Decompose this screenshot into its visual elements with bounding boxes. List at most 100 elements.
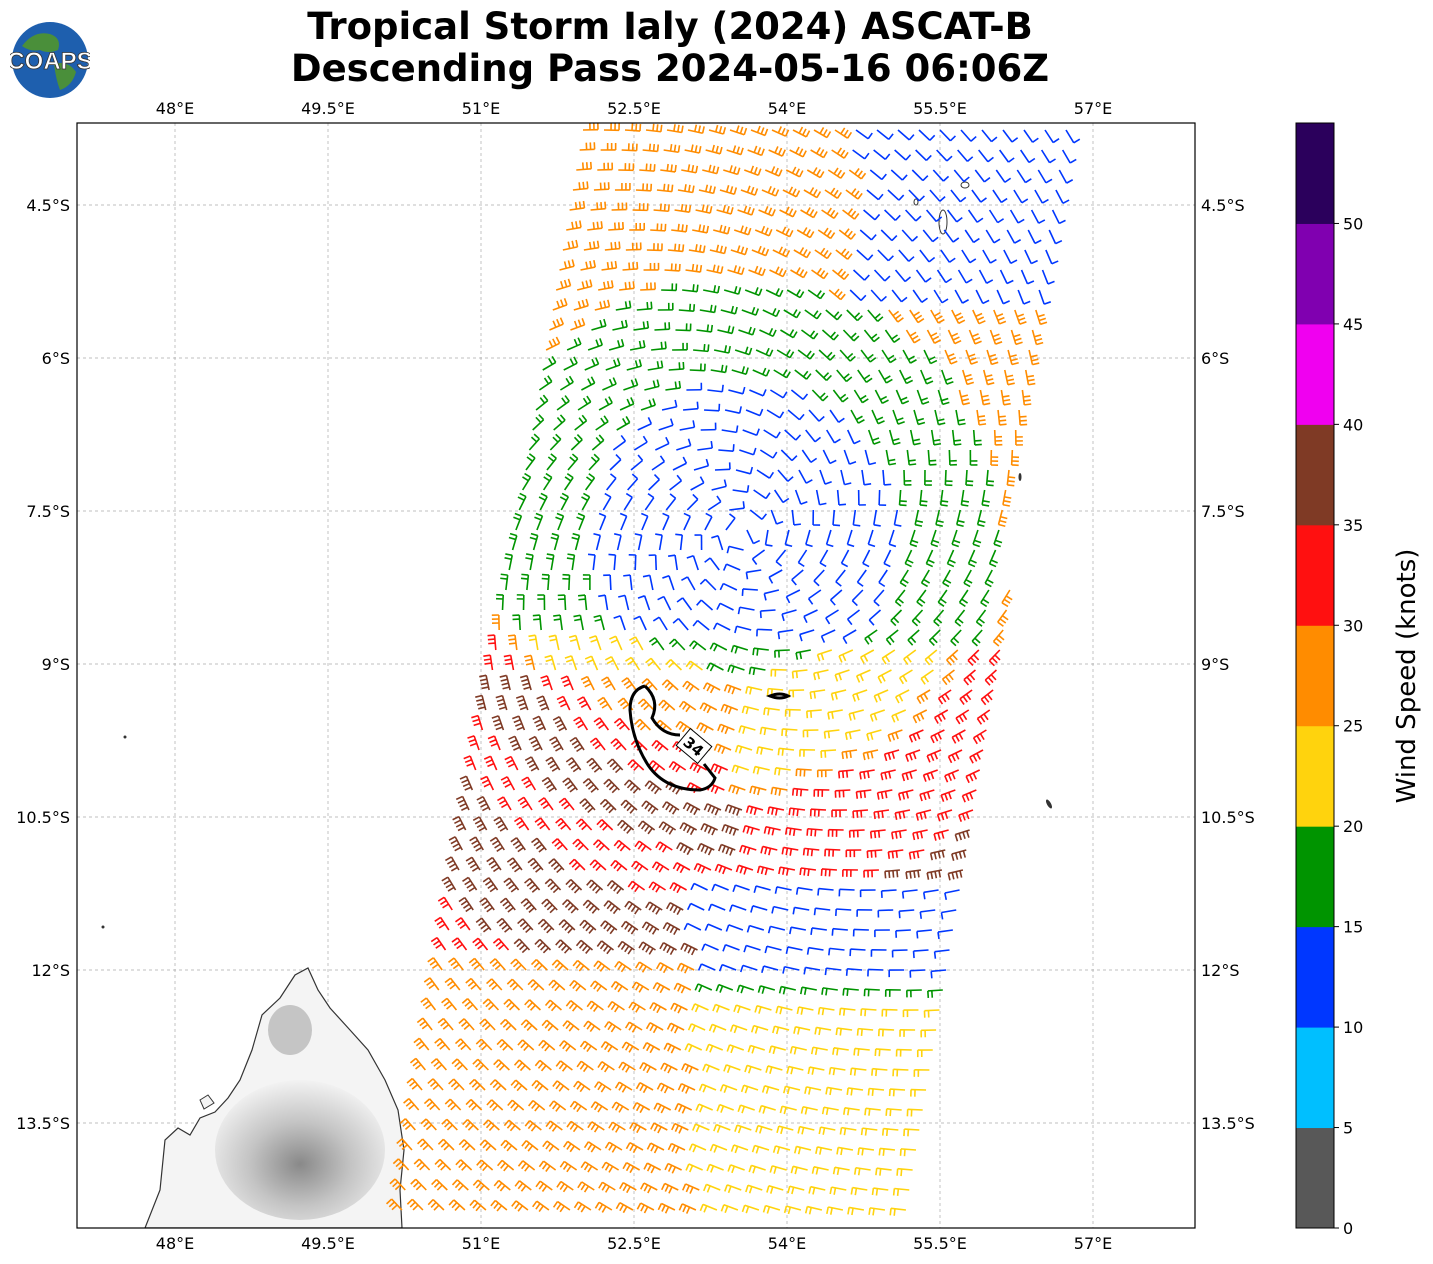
wind-barb — [542, 1140, 560, 1152]
wind-barb — [894, 149, 912, 161]
wind-barb — [934, 409, 946, 426]
wind-barb — [733, 225, 752, 236]
wind-barb — [1006, 229, 1022, 244]
wind-barb — [838, 888, 855, 897]
wind-barb — [972, 429, 982, 446]
wind-barb — [963, 669, 976, 686]
wind-barb — [802, 729, 819, 738]
wind-barb — [497, 796, 512, 811]
wind-barb — [1024, 249, 1038, 265]
wind-barb — [606, 473, 617, 491]
wind-barb — [661, 679, 679, 691]
wind-barb — [838, 649, 854, 663]
wind-barb — [866, 189, 884, 201]
wind-barb — [887, 729, 903, 742]
wind-barb — [544, 999, 562, 1012]
wind-barb — [601, 260, 618, 271]
wind-barb — [538, 1039, 556, 1052]
wind-barb — [654, 322, 671, 331]
wind-barb — [859, 889, 876, 898]
wind-barb — [892, 1187, 910, 1196]
wind-barb — [493, 1059, 510, 1071]
wind-barb — [680, 942, 698, 956]
wind-barb — [831, 927, 848, 936]
wind-barb — [589, 859, 607, 872]
wind-barb — [672, 862, 691, 874]
wind-barb — [614, 182, 631, 191]
wind-barb — [923, 349, 938, 365]
wind-barb — [657, 1202, 676, 1214]
wind-barb — [951, 309, 966, 325]
wind-barb — [610, 738, 627, 751]
wind-barb — [764, 945, 782, 954]
wind-barb — [781, 728, 798, 737]
wind-barb — [937, 929, 953, 940]
wind-barb — [705, 144, 723, 155]
wind-barb — [916, 689, 931, 705]
wind-barb — [927, 989, 943, 999]
wind-barb — [690, 882, 708, 891]
wind-barb — [538, 1160, 557, 1172]
wind-barb — [908, 729, 924, 743]
wind-barb — [576, 696, 592, 711]
wind-barb — [915, 149, 932, 162]
wind-barb — [604, 1020, 622, 1033]
wind-barb — [730, 1144, 749, 1154]
wind-barb — [587, 221, 603, 231]
wind-barb — [556, 1180, 574, 1193]
wind-barb — [933, 609, 945, 627]
wind-barb — [472, 816, 488, 832]
wind-barb — [641, 800, 659, 815]
wind-barb — [912, 709, 928, 724]
wind-barb — [534, 938, 552, 954]
wind-barb — [730, 644, 749, 654]
wind-barb — [655, 533, 663, 551]
wind-barb — [483, 654, 494, 671]
wind-barb — [759, 449, 778, 459]
wind-barb — [976, 709, 991, 725]
wind-barb — [776, 1125, 794, 1135]
wind-barb — [711, 534, 724, 551]
wind-barb — [789, 1045, 807, 1055]
wind-barb — [692, 619, 710, 631]
wind-barb — [967, 649, 980, 667]
wind-barb — [437, 896, 453, 911]
wind-barb — [862, 549, 871, 568]
wind-barb — [785, 166, 804, 178]
wind-barb — [813, 907, 831, 916]
wind-barb — [696, 599, 714, 611]
wind-barb — [828, 288, 846, 301]
wind-barb — [836, 1146, 854, 1156]
wind-barb — [608, 222, 625, 231]
wind-barb — [954, 829, 970, 842]
wind-barb — [508, 735, 522, 751]
wind-barb — [864, 629, 878, 645]
wind-barb — [810, 1046, 828, 1056]
wind-barb — [843, 1106, 860, 1116]
wind-barb — [546, 553, 555, 571]
wind-barb — [441, 876, 457, 892]
wind-barb — [958, 389, 970, 406]
wind-barb — [975, 609, 987, 627]
wind-barb — [699, 1203, 718, 1213]
wind-barb — [985, 229, 1001, 244]
wind-barb — [944, 469, 953, 487]
wind-barb — [849, 289, 867, 301]
wind-barb — [737, 1104, 755, 1114]
wind-barb — [644, 780, 662, 795]
wind-barb — [615, 1201, 634, 1214]
wind-barb — [759, 327, 777, 338]
wind-barb — [825, 309, 843, 321]
wind-barb — [647, 360, 664, 371]
wind-barb — [958, 589, 969, 608]
wind-barb — [871, 1187, 889, 1196]
wind-barb — [678, 303, 696, 312]
wind-barb — [417, 1138, 434, 1151]
wind-barb — [628, 553, 637, 571]
wind-barb — [734, 1124, 752, 1134]
lat-label-right: 4.5°S — [1201, 196, 1245, 215]
wind-barb — [475, 694, 487, 711]
wind-barb — [613, 839, 631, 852]
wind-barb — [730, 245, 749, 256]
wind-barb — [961, 369, 975, 386]
